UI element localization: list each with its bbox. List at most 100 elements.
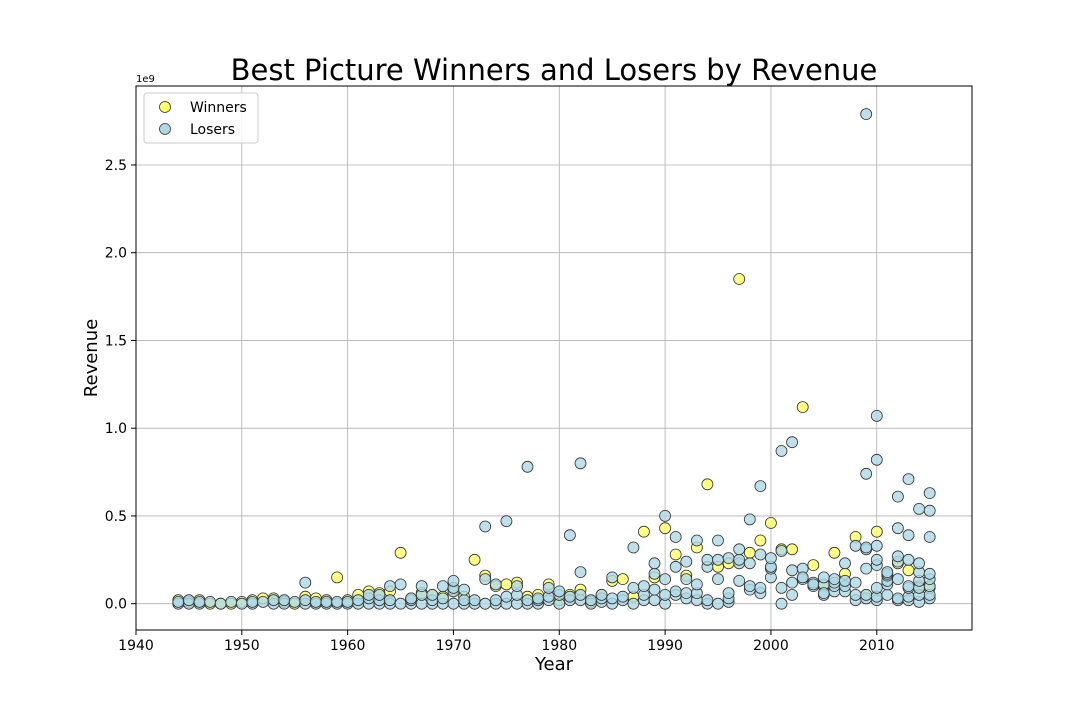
loser-point <box>775 582 788 594</box>
loser-point <box>341 596 354 608</box>
loser-point <box>817 587 830 599</box>
x-tick-label: 1960 <box>330 638 366 654</box>
loser-point <box>733 543 746 556</box>
loser-point <box>870 582 883 594</box>
loser-point <box>892 573 904 585</box>
loser-point <box>722 587 735 599</box>
loser-point <box>659 589 671 601</box>
loser-point <box>870 539 883 552</box>
loser-point <box>246 596 259 608</box>
winner-point <box>394 546 407 559</box>
loser-point <box>278 594 291 607</box>
loser-point <box>892 592 904 605</box>
loser-point <box>722 552 735 564</box>
loser-point <box>839 557 851 570</box>
loser-point <box>775 597 788 610</box>
loser-point <box>574 566 587 578</box>
loser-point <box>362 589 375 601</box>
loser-point <box>712 573 724 585</box>
loser-point <box>553 585 566 598</box>
y-tick-label: 2.0 <box>105 246 127 262</box>
loser-point <box>839 575 851 587</box>
winner-point <box>765 517 777 529</box>
loser-point <box>309 596 322 608</box>
loser-point <box>436 580 449 592</box>
winner-point <box>743 546 756 559</box>
loser-point <box>500 515 513 528</box>
loser-point <box>394 597 407 610</box>
loser-point <box>352 594 365 607</box>
x-tick-label: 1980 <box>541 638 577 654</box>
loser-point <box>564 590 576 603</box>
loser-point <box>331 596 344 608</box>
loser-point <box>733 553 746 566</box>
loser-point <box>881 589 894 601</box>
winner-point <box>870 525 883 538</box>
x-tick-label: 2010 <box>859 638 895 654</box>
loser-point <box>669 560 682 573</box>
grid <box>135 86 972 630</box>
loser-point <box>860 467 873 480</box>
loser-point <box>743 557 756 570</box>
loser-point <box>627 597 640 610</box>
loser-point <box>320 596 333 608</box>
loser-point <box>902 529 915 542</box>
loser-point <box>775 545 788 557</box>
loser-point <box>691 534 703 547</box>
loser-point <box>849 576 862 589</box>
loser-point <box>733 575 746 587</box>
chart-title: Best Picture Winners and Losers by Reven… <box>231 53 878 87</box>
winner-point <box>616 573 629 585</box>
x-tick-label: 1950 <box>224 638 260 654</box>
x-tick-label: 1970 <box>436 638 472 654</box>
loser-point <box>892 522 904 535</box>
legend-label-losers: Losers <box>190 122 235 138</box>
loser-point <box>743 513 756 526</box>
loser-point <box>574 457 587 470</box>
data-points <box>172 108 936 610</box>
loser-point <box>870 409 883 422</box>
loser-point <box>489 594 502 607</box>
legend-box <box>143 92 259 144</box>
loser-point <box>743 580 756 592</box>
loser-point <box>902 580 915 592</box>
loser-point <box>860 108 873 120</box>
loser-point <box>669 531 682 543</box>
loser-point <box>182 594 195 607</box>
loser-point <box>870 553 883 566</box>
loser-point <box>691 578 703 591</box>
loser-point <box>786 576 798 589</box>
loser-point <box>765 552 777 564</box>
loser-point <box>638 580 650 592</box>
y-tick-label: 0.0 <box>105 597 127 613</box>
loser-point <box>796 571 809 584</box>
loser-point <box>680 573 693 585</box>
y-axis-ticks: 0.0 0.5 1.0 1.5 2.0 2.5 <box>105 158 136 613</box>
loser-point <box>680 587 693 599</box>
loser-point <box>902 553 915 566</box>
loser-point <box>627 582 640 594</box>
winner-point <box>669 548 682 561</box>
loser-point <box>923 531 936 543</box>
loser-point <box>235 597 248 610</box>
winner-point <box>638 525 650 538</box>
loser-point <box>860 562 873 575</box>
y-tick-label: 0.5 <box>105 509 127 525</box>
loser-point <box>701 553 714 566</box>
loser-point <box>299 576 312 589</box>
winner-point <box>807 559 820 571</box>
loser-point <box>860 541 873 554</box>
loser-point <box>754 480 767 493</box>
loser-point <box>479 573 492 585</box>
loser-point <box>521 594 534 607</box>
winner-point <box>331 571 344 584</box>
loser-point <box>299 594 312 607</box>
loser-point <box>458 583 471 596</box>
loser-point <box>532 592 544 605</box>
loser-point <box>913 557 925 570</box>
loser-point <box>786 564 798 577</box>
loser-point <box>648 594 661 607</box>
winner-point <box>468 553 481 566</box>
winner-point <box>659 522 671 535</box>
winner-point <box>796 401 809 414</box>
